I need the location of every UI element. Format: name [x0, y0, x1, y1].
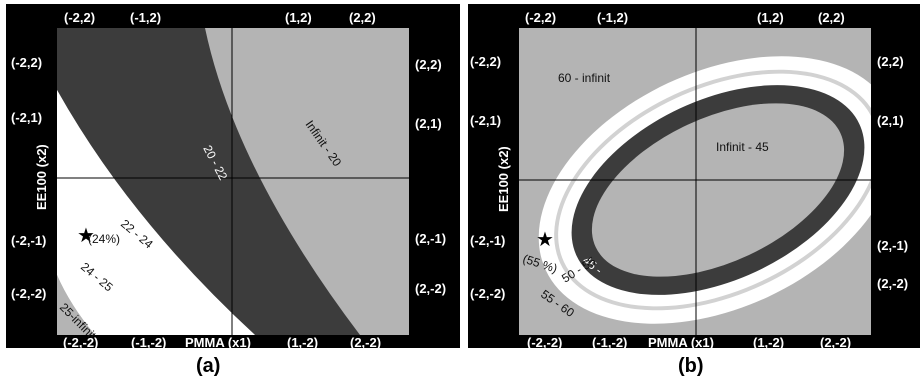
left-label-a-4: (-2,-2): [11, 286, 46, 301]
left-label-b-1: (-2,2): [470, 54, 501, 69]
panel-caption-b: (b): [678, 355, 704, 377]
right-label-a-3: (2,-1): [415, 231, 446, 246]
y-axis-title-a: EE100 (x2): [34, 144, 49, 210]
x-axis-title-a: PMMA (x1): [185, 335, 251, 350]
left-label-a-3: (-2,-1): [11, 233, 46, 248]
optimum-star-a: ★: [77, 225, 95, 247]
panel-a: 20 - 22 Infinit - 20 22 - 24 24 - 25 25-…: [6, 4, 460, 377]
optimum-star-b: ★: [536, 229, 554, 251]
panel-a-plot-area: [57, 28, 409, 335]
bottom-label-a-4: (2,-2): [350, 335, 381, 350]
left-label-b-4: (-2,-2): [470, 286, 505, 301]
top-label-a-3: (1,2): [285, 10, 312, 25]
top-label-a-1: (-2,2): [64, 10, 95, 25]
bottom-label-a-3: (1,-2): [287, 335, 318, 350]
right-label-a-4: (2,-2): [415, 281, 446, 296]
top-label-b-4: (2,2): [818, 10, 845, 25]
top-label-b-1: (-2,2): [525, 10, 556, 25]
bottom-label-b-2: (-1,-2): [592, 335, 627, 350]
bottom-label-b-4: (2,-2): [820, 335, 851, 350]
y-axis-title-b: EE100 (x2): [496, 146, 511, 212]
region-b-infinit-45: [591, 103, 845, 277]
left-label-a-1: (-2,2): [11, 55, 42, 70]
left-label-b-2: (-2,1): [470, 113, 501, 128]
right-label-b-1: (2,2): [877, 54, 904, 69]
right-label-b-3: (2,-1): [877, 238, 908, 253]
panel-caption-a: (a): [196, 355, 220, 377]
top-label-b-2: (-1,2): [597, 10, 628, 25]
top-label-a-4: (2,2): [349, 10, 376, 25]
bottom-label-a-1: (-2,-2): [63, 335, 98, 350]
right-label-b-4: (2,-2): [877, 276, 908, 291]
panel-b-plot-area: [519, 28, 871, 335]
left-label-b-3: (-2,-1): [470, 233, 505, 248]
right-label-a-2: (2,1): [415, 116, 442, 131]
top-label-b-3: (1,2): [757, 10, 784, 25]
left-label-a-2: (-2,1): [11, 110, 42, 125]
region-a-20-22: [57, 28, 360, 335]
x-axis-title-b: PMMA (x1): [648, 335, 714, 350]
region-a-22-24: [57, 90, 255, 335]
panel-b: 60 - infinit Infinit - 45 45 - 50 - 55 5…: [468, 4, 920, 377]
bottom-label-a-2: (-1,-2): [131, 335, 166, 350]
right-label-a-1: (2,2): [415, 57, 442, 72]
zone-label-b-60-infinit: 60 - infinit: [558, 71, 611, 85]
optimum-label-a: (24%): [88, 232, 120, 246]
region-a-25-infinit: [57, 275, 95, 335]
zone-label-b-infinit-45: Infinit - 45: [716, 140, 769, 154]
top-label-a-2: (-1,2): [130, 10, 161, 25]
bottom-label-b-1: (-2,-2): [527, 335, 562, 350]
bottom-label-b-3: (1,-2): [753, 335, 784, 350]
right-label-b-2: (2,1): [877, 113, 904, 128]
